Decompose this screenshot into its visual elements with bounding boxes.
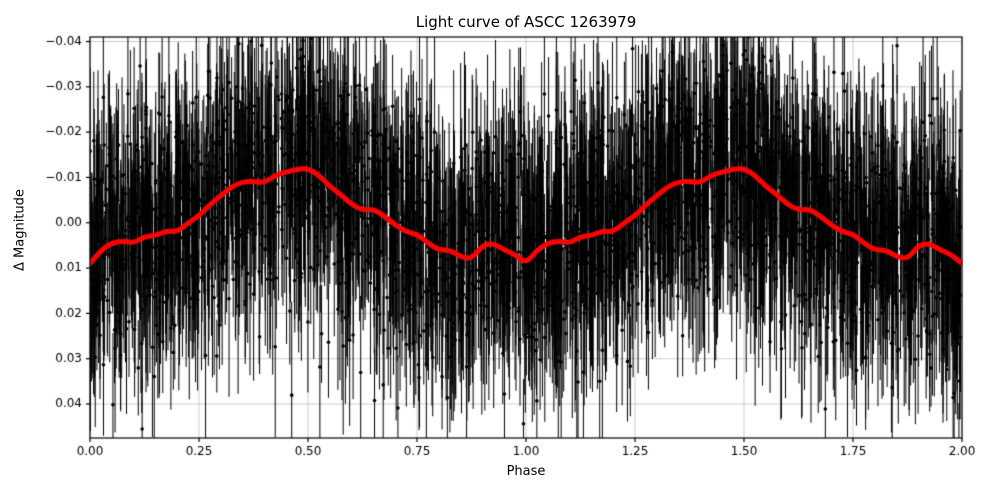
x-axis-label: Phase: [506, 464, 546, 479]
chart-title: Light curve of ASCC 1263979: [415, 13, 637, 31]
y-axis-label: Δ Magnitude: [12, 189, 28, 271]
